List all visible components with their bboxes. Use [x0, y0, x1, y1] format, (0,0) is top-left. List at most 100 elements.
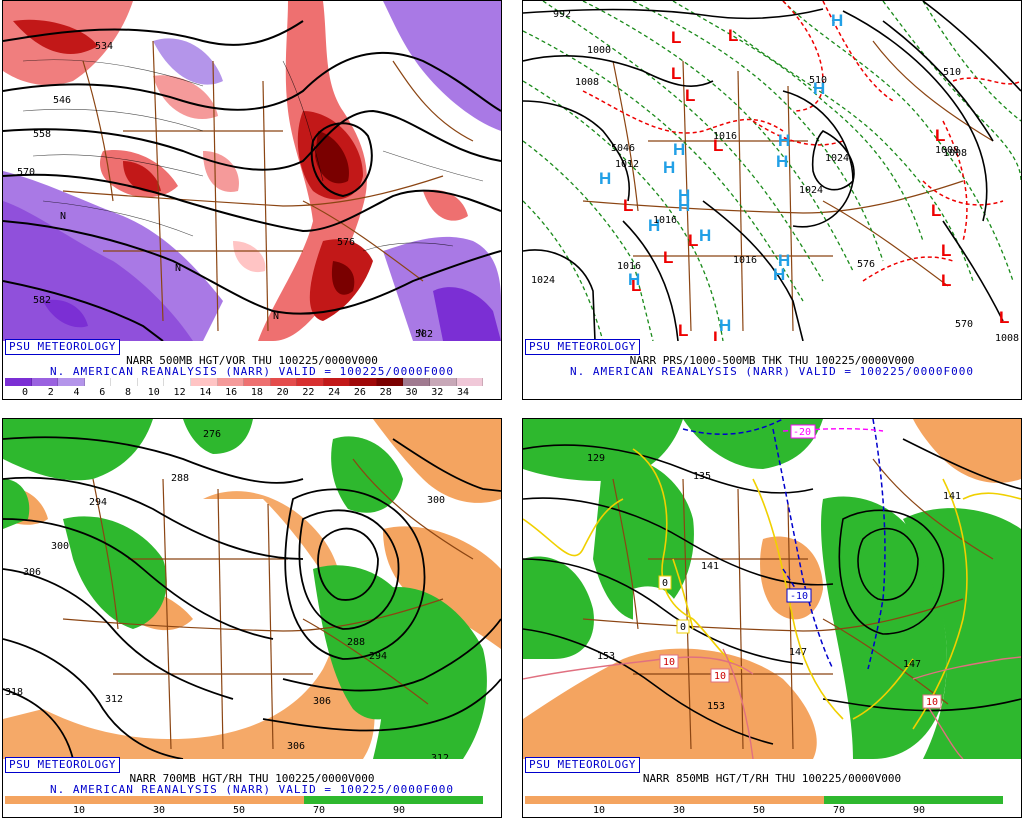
- height-label: 276: [203, 429, 221, 440]
- colorbar-tick: 20: [276, 387, 289, 398]
- height-label: 135: [693, 471, 711, 482]
- colorbar-swatch: [244, 378, 271, 386]
- isobar-label: 1000: [587, 45, 611, 56]
- svg-text:L: L: [623, 196, 633, 215]
- isobar-label: 1024: [799, 185, 823, 196]
- isobar-label: 1012: [615, 159, 639, 170]
- height-label: 582: [33, 295, 51, 306]
- isobar-label: 1008: [995, 333, 1019, 341]
- rh-700mb-map: 288 294 300 306 318 312 306 306 312 300 …: [3, 419, 501, 759]
- svg-text:H: H: [813, 79, 825, 98]
- colorbar-swatch: [323, 378, 351, 386]
- colorbar-tick: 8: [125, 387, 132, 398]
- psu-meteorology-label: PSU METEOROLOGY: [525, 339, 640, 355]
- height-label: 576: [337, 237, 355, 248]
- isobar-label: 1016: [733, 255, 757, 266]
- height-label: 546: [53, 95, 71, 106]
- svg-text:L: L: [713, 136, 723, 155]
- colorbar-tick: 50: [752, 805, 766, 816]
- height-label: 294: [89, 497, 107, 508]
- colorbar-tick: 50: [232, 805, 246, 816]
- psu-meteorology-label: PSU METEOROLOGY: [525, 757, 640, 773]
- svg-text:L: L: [688, 231, 698, 250]
- colorbar-swatch: [58, 378, 85, 386]
- svg-text:H: H: [678, 196, 690, 215]
- colorbar-swatch: [111, 378, 138, 386]
- colorbar-tick: 0: [21, 387, 29, 398]
- svg-text:L: L: [935, 126, 945, 145]
- height-label: 300: [427, 495, 445, 506]
- colorbar-tick: 2: [47, 387, 54, 398]
- isobar-label: 1024: [825, 153, 849, 164]
- rh-colorbar-ticks: 10 30 50 70 90: [525, 805, 1003, 817]
- svg-text:L: L: [631, 276, 641, 295]
- height-label: 153: [707, 701, 725, 712]
- svg-text:H: H: [673, 140, 685, 159]
- panel-850mb-temp-rh: 129 135 141 153 147 153 141 -10 0 0 10 1…: [522, 418, 1022, 818]
- svg-text:L: L: [678, 321, 688, 340]
- colorbar-tick: 6: [99, 387, 106, 398]
- svg-text:L: L: [941, 241, 951, 260]
- thickness-label: 510: [809, 75, 827, 86]
- colorbar-swatch: [84, 378, 112, 386]
- colorbar-tick: 32: [431, 387, 444, 398]
- colorbar-tick: 70: [312, 805, 326, 816]
- temp-label: 10: [714, 671, 726, 682]
- height-label: 288: [347, 637, 365, 648]
- panel-500mb-vorticity: 534 546 558 570 582 576 570 582 N N N N …: [2, 0, 502, 400]
- vorticity-colorbar-ticks: 0 2 4 6 8 10 12 14 16 18 20 22 24 26 28 30 32 34: [5, 387, 483, 399]
- height-label: 147: [903, 659, 921, 670]
- svg-text:H: H: [628, 270, 640, 289]
- height-label: 141: [701, 561, 719, 572]
- svg-text:H: H: [778, 131, 790, 150]
- colorbar-tick: 12: [173, 387, 186, 398]
- svg-text:H: H: [778, 251, 790, 270]
- svg-text:H: H: [831, 11, 843, 30]
- svg-text:L: L: [728, 26, 738, 45]
- height-label: 300: [51, 541, 69, 552]
- colorbar-tick: 14: [199, 387, 212, 398]
- colorbar-swatch: [376, 378, 404, 386]
- colorbar-tick: 70: [832, 805, 846, 816]
- colorbar-tick: 22: [302, 387, 315, 398]
- isobar-label: 1008: [943, 148, 967, 159]
- panel-title: NARR 500MB HGT/VOR THU 100225/0000V000: [126, 354, 378, 367]
- colorbar-swatch: [190, 378, 218, 386]
- svg-text:L: L: [663, 248, 673, 267]
- height-label: 147: [789, 647, 807, 658]
- isobar-label: 1024: [531, 275, 555, 286]
- colorbar-swatch: [31, 378, 59, 386]
- colorbar-swatch: [217, 378, 245, 386]
- colorbar-tick: 26: [353, 387, 366, 398]
- colorbar-tick: 16: [225, 387, 238, 398]
- colorbar-tick: 18: [250, 387, 263, 398]
- isobar-label: 1016: [653, 215, 677, 226]
- height-label: 318: [5, 687, 23, 698]
- svg-text:H: H: [699, 226, 711, 245]
- colorbar-tick: 10: [592, 805, 606, 816]
- colorbar-tick: 28: [379, 387, 392, 398]
- height-label: 288: [171, 473, 189, 484]
- colorbar-tick: 4: [73, 387, 80, 398]
- isobar-label: 1008: [935, 145, 959, 156]
- colorbar-swatch: [270, 378, 298, 386]
- vort-min-label: N: [60, 211, 66, 222]
- svg-text:L: L: [671, 28, 681, 47]
- vort-min-label: N: [175, 263, 181, 274]
- height-label: 312: [105, 694, 123, 705]
- panel-subtitle: N. AMERICAN REANALYSIS (NARR) VALID = 10…: [50, 783, 454, 796]
- temp-label: 0: [662, 578, 668, 589]
- temp-label: -10: [790, 591, 808, 602]
- psu-meteorology-label: PSU METEOROLOGY: [5, 757, 120, 773]
- height-label: 306: [287, 741, 305, 752]
- thickness-label: 576: [857, 259, 875, 270]
- svg-text:L: L: [999, 308, 1009, 327]
- panel-700mb-rh: 288 294 300 306 318 312 306 306 312 300 …: [2, 418, 502, 818]
- svg-text:H: H: [719, 316, 731, 335]
- svg-text:H: H: [773, 265, 785, 284]
- vort-min-label: N: [418, 328, 424, 339]
- colorbar-swatch: [430, 378, 457, 386]
- height-label: 141: [943, 491, 961, 502]
- colorbar-swatch: [456, 378, 484, 386]
